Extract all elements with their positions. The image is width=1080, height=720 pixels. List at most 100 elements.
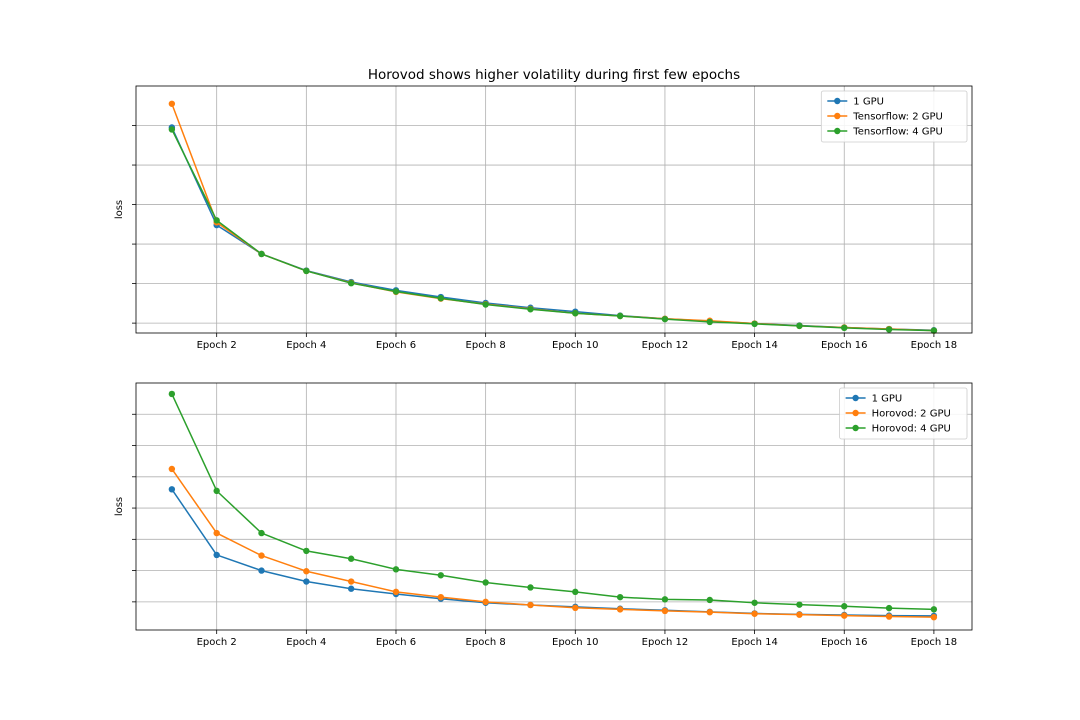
- x-tick-label: Epoch 10: [552, 340, 599, 351]
- data-point: [616, 312, 624, 320]
- chart-title: Horovod shows higher volatility during f…: [368, 67, 740, 83]
- x-tick-label: Epoch 12: [642, 340, 689, 351]
- data-point: [213, 487, 220, 495]
- data-point: [661, 596, 669, 603]
- series-1: [168, 124, 938, 334]
- data-point: [482, 579, 489, 586]
- data-point: [347, 585, 355, 592]
- data-point: [706, 318, 713, 326]
- data-point: [885, 604, 893, 612]
- data-point: [392, 588, 400, 596]
- data-point: [527, 306, 534, 313]
- data-point: [841, 612, 848, 619]
- legend-label: Horovod: 4 GPU: [872, 424, 951, 435]
- series-3: [168, 126, 938, 334]
- data-point: [706, 596, 713, 604]
- data-point: [392, 288, 400, 295]
- data-point: [572, 604, 579, 612]
- data-point: [347, 555, 355, 562]
- legend-swatch-marker: [834, 127, 841, 135]
- legend: 1 GPU Horovod: 2 GPU Horovod: 4 GPU: [839, 387, 968, 440]
- data-point: [392, 566, 400, 573]
- data-point: [751, 320, 758, 328]
- data-point: [258, 567, 265, 574]
- data-point: [303, 578, 310, 585]
- data-point: [930, 606, 938, 613]
- axes-frame: [135, 382, 973, 631]
- data-point: [841, 603, 848, 610]
- x-tick-label: Epoch 16: [821, 637, 868, 648]
- series-2: [168, 465, 938, 621]
- series-line: [171, 129, 934, 332]
- data-point: [168, 126, 176, 133]
- chart-1: Epoch 2 Epoch 4 Epoch 6 Epoch 8 Epoch 10 Epoc…: [114, 67, 973, 351]
- x-tick-label: Epoch 18: [911, 340, 958, 351]
- x-tick-label: Epoch 4: [286, 340, 326, 351]
- data-point: [616, 606, 624, 613]
- data-point: [930, 613, 938, 621]
- legend-swatch-marker: [834, 112, 841, 120]
- x-tick-label: Epoch 6: [376, 340, 416, 351]
- x-tick-label: Epoch 8: [466, 340, 506, 351]
- legend-swatch-marker: [852, 409, 859, 417]
- data-point: [303, 267, 310, 275]
- data-point: [661, 315, 669, 323]
- x-tick-label: Epoch 14: [731, 637, 778, 648]
- legend-swatch-marker: [852, 424, 859, 432]
- y-axis-label: loss: [114, 200, 125, 219]
- x-tick-label: Epoch 6: [376, 637, 416, 648]
- legend-box: [820, 90, 968, 143]
- legend-swatch-marker: [852, 394, 859, 402]
- series-line: [171, 393, 934, 611]
- data-point: [885, 613, 893, 620]
- legend-label: 1 GPU: [872, 394, 903, 405]
- legend-box: [839, 387, 968, 440]
- data-point: [168, 100, 176, 107]
- data-point: [258, 529, 265, 537]
- data-point: [527, 584, 534, 591]
- axes-frame: [135, 85, 973, 334]
- y-axis-label: loss: [114, 497, 125, 516]
- data-point: [258, 250, 265, 258]
- series-line: [171, 468, 934, 618]
- legend-label: 1 GPU: [853, 97, 884, 108]
- data-point: [213, 217, 220, 224]
- legend-swatch-marker: [834, 97, 841, 105]
- data-point: [168, 465, 176, 473]
- data-point: [885, 326, 893, 333]
- x-tick-label: Epoch 8: [466, 637, 506, 648]
- data-point: [303, 547, 310, 555]
- data-point: [168, 390, 176, 398]
- data-point: [347, 578, 355, 585]
- data-point: [213, 529, 220, 537]
- data-point: [841, 324, 848, 332]
- legend-label: Tensorflow: 2 GPU: [852, 112, 943, 123]
- data-point: [437, 572, 445, 579]
- legend-label: Horovod: 2 GPU: [872, 409, 951, 420]
- chart-2: Epoch 2 Epoch 4 Epoch 6 Epoch 8 Epoch 10 Epoc…: [114, 382, 973, 648]
- data-point: [527, 601, 534, 609]
- data-point: [482, 598, 489, 606]
- data-point: [930, 327, 938, 334]
- data-point: [796, 601, 803, 608]
- data-point: [437, 593, 445, 601]
- data-point: [572, 588, 579, 596]
- data-point: [751, 610, 758, 617]
- data-point: [213, 551, 220, 559]
- data-point: [661, 607, 669, 615]
- data-point: [796, 322, 803, 330]
- data-point: [616, 593, 624, 601]
- x-tick-label: Epoch 4: [286, 637, 326, 648]
- series-1: [168, 486, 938, 620]
- data-point: [572, 310, 579, 317]
- data-point: [706, 608, 713, 616]
- data-point: [482, 301, 489, 308]
- data-point: [437, 295, 445, 302]
- data-point: [258, 552, 265, 559]
- data-point: [303, 568, 310, 575]
- data-point: [751, 599, 758, 606]
- legend: 1 GPU Tensorflow: 2 GPU Tensorflow: 4 GPU: [820, 90, 968, 143]
- series-line: [171, 127, 934, 331]
- data-point: [796, 611, 803, 618]
